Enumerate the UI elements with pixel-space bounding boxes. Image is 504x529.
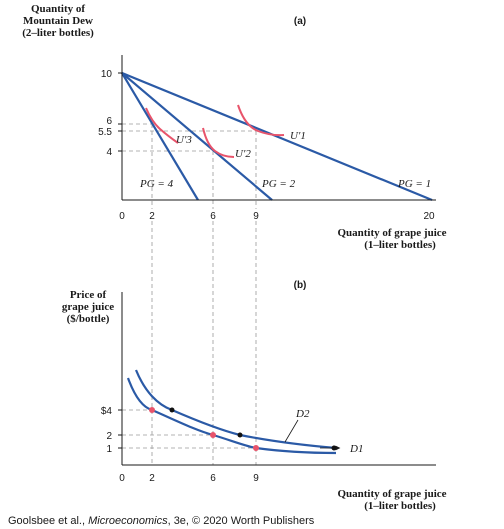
b-ylabel-line1: Price of <box>70 289 107 301</box>
panel-b: (b) Price of grape juice ($/bottle) <box>62 280 447 512</box>
b-xlabel-line2: (1–liter bottles) <box>364 500 436 512</box>
a-ytick-55: 5.5 <box>98 127 112 138</box>
budget-line-pg4 <box>121 72 199 201</box>
d2-point-2 <box>237 432 243 438</box>
a-panel-label: (a) <box>294 16 306 27</box>
b-panel-label: (b) <box>294 280 307 291</box>
credit-line: Goolsbee et al., Microeconomics, 3e, © 2… <box>8 515 315 527</box>
b-xtick-6: 6 <box>210 473 216 484</box>
b-ylabel-line3: ($/bottle) <box>67 313 110 325</box>
a-xtick-0: 0 <box>119 211 125 222</box>
indifference-curve-u2 <box>202 127 235 158</box>
u1-label: U′1 <box>290 130 306 142</box>
indifference-curve-u1 <box>237 104 285 137</box>
d1-label: D1 <box>349 443 363 455</box>
d1-point-x2 <box>149 407 155 413</box>
u3-label: U′3 <box>176 134 192 146</box>
b-ytick-4: $4 <box>101 406 113 417</box>
b-ytick-2: 2 <box>106 431 112 442</box>
credit-suffix: , 3e, © 2020 Worth Publishers <box>168 515 315 527</box>
credit-title: Microeconomics <box>88 515 168 527</box>
a-ytick-10: 10 <box>101 69 113 80</box>
b-ylabel-line2: grape juice <box>62 301 114 313</box>
b-ytick-1: 1 <box>106 444 112 455</box>
b-xtick-0: 0 <box>119 473 125 484</box>
budget-label-pg1: PG = 1 <box>397 178 431 190</box>
budget-line-pg2 <box>121 72 273 201</box>
d2-label: D2 <box>295 408 310 420</box>
a-ylabel-line3: (2–liter bottles) <box>22 27 94 39</box>
a-xtick-6: 6 <box>210 211 216 222</box>
a-xtick-2: 2 <box>149 211 155 222</box>
d2-point-1 <box>169 407 175 413</box>
b-xtick-2: 2 <box>149 473 155 484</box>
a-ylabel-line1: Quantity of <box>31 3 85 15</box>
a-ytick-6: 6 <box>106 116 112 127</box>
d1-point-x9 <box>253 445 259 451</box>
a-ylabel-line2: Mountain Dew <box>23 15 93 27</box>
a-xtick-9: 9 <box>253 211 259 222</box>
a-ytick-4: 4 <box>106 147 112 158</box>
credit-prefix: Goolsbee et al., <box>8 515 88 527</box>
demand-curve-d2 <box>134 369 337 450</box>
a-xtick-20: 20 <box>423 211 435 222</box>
d2-leader <box>284 419 299 443</box>
budget-label-pg2: PG = 2 <box>261 178 296 190</box>
d2-point-3 <box>331 445 337 451</box>
panel-a: Quantity of Mountain Dew (2–liter bottle… <box>22 3 446 251</box>
panel-links <box>151 221 257 448</box>
a-xlabel-line2: (1–liter bottles) <box>364 239 436 251</box>
indifference-curve-u3 <box>145 107 179 144</box>
budget-line-pg1 <box>121 71 433 202</box>
budget-label-pg4: PG = 4 <box>139 178 174 190</box>
d1-point-x6 <box>210 432 216 438</box>
b-xlabel-line1: Quantity of grape juice <box>337 488 446 500</box>
a-xlabel-line1: Quantity of grape juice <box>337 227 446 239</box>
u2-label: U′2 <box>235 148 251 160</box>
b-xtick-9: 9 <box>253 473 259 484</box>
